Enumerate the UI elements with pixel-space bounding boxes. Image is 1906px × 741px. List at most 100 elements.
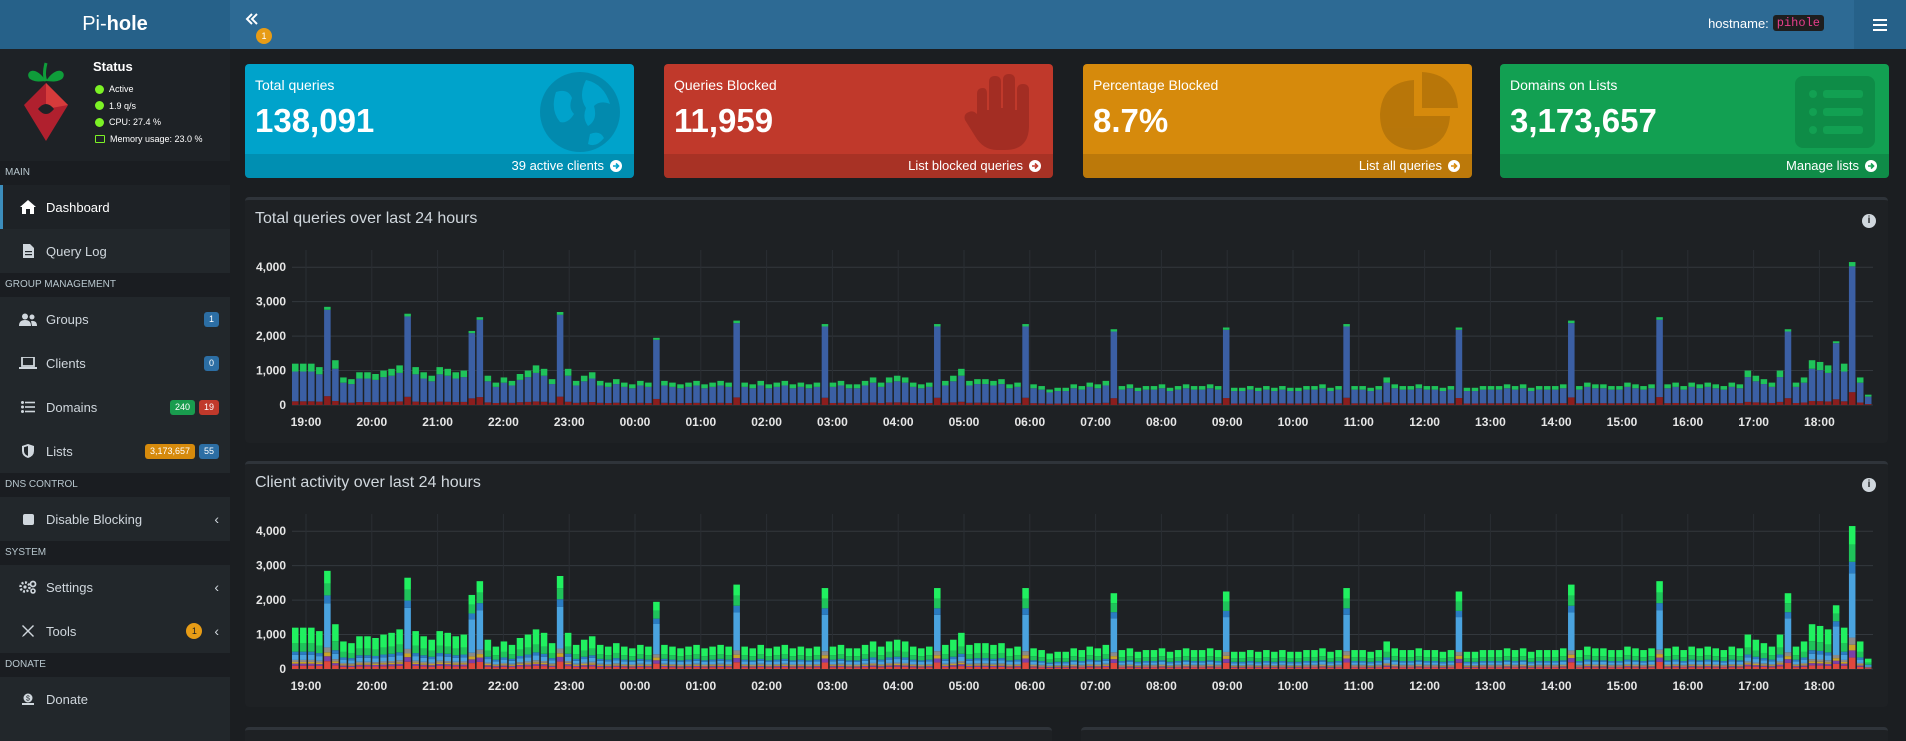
list-alt-icon bbox=[1795, 76, 1875, 148]
chart-bar-segment bbox=[1455, 617, 1463, 652]
list-all-queries-link[interactable]: List all queries bbox=[1083, 154, 1472, 178]
sidebar-item-lists[interactable]: Lists 3,173,657 55 bbox=[0, 429, 230, 473]
total-queries-footer-link[interactable]: 39 active clients bbox=[245, 154, 634, 178]
sidebar-item-disable-blocking[interactable]: Disable Blocking ‹ bbox=[0, 497, 230, 541]
chart-bar-segment bbox=[1006, 403, 1013, 405]
chart-bar-segment bbox=[998, 665, 1005, 667]
chart-bar-segment bbox=[990, 667, 997, 669]
chart-bar-segment bbox=[1736, 661, 1744, 665]
chart-bar-segment bbox=[1576, 403, 1583, 405]
chart-bar-segment bbox=[404, 589, 411, 601]
chart-bar-segment bbox=[1792, 402, 1800, 405]
chart-bar-segment bbox=[909, 665, 917, 667]
chart-bar-segment bbox=[1311, 667, 1318, 669]
chart-bar-segment bbox=[332, 360, 339, 369]
chart-bar-segment bbox=[653, 663, 660, 669]
logo[interactable]: Pi-hole bbox=[0, 0, 230, 49]
chart-bar-segment bbox=[1247, 386, 1254, 390]
status-memory-text: Memory usage: 23.0 % bbox=[110, 133, 203, 144]
sidebar-item-domains[interactable]: Domains 240 19 bbox=[0, 385, 230, 429]
chart-bar-segment bbox=[492, 665, 500, 667]
chart-bar-segment bbox=[717, 402, 724, 405]
chart-bar-segment bbox=[717, 385, 724, 403]
chart-bar-segment bbox=[1576, 667, 1583, 669]
sidebar-item-clients[interactable]: Clients 0 bbox=[0, 341, 230, 385]
chart-bar-segment bbox=[1624, 386, 1631, 403]
chart-bar-segment bbox=[805, 665, 813, 667]
manage-lists-link[interactable]: Manage lists bbox=[1500, 154, 1889, 178]
chart-bar-segment bbox=[1584, 667, 1591, 669]
chart-bar-segment bbox=[1190, 666, 1198, 668]
chart-bar-segment bbox=[364, 657, 371, 662]
chart-bar-segment bbox=[1198, 664, 1206, 666]
chart-bar-segment bbox=[476, 319, 484, 398]
chart-bar-segment bbox=[1190, 667, 1198, 669]
chart-bar-segment bbox=[1383, 382, 1390, 403]
chart-bar-segment bbox=[1648, 388, 1655, 404]
sidebar-item-query-log[interactable]: Query Log bbox=[0, 229, 230, 273]
chart-bar-segment bbox=[348, 663, 355, 665]
sidebar-item-dashboard[interactable]: Dashboard bbox=[0, 185, 230, 229]
chart-bar-segment bbox=[1848, 650, 1856, 658]
chart-bar-segment bbox=[1608, 657, 1615, 662]
chart-bar-segment bbox=[308, 663, 315, 666]
chart-bar-segment bbox=[1295, 387, 1302, 392]
list-blocked-queries-link[interactable]: List blocked queries bbox=[664, 154, 1053, 178]
chart-bar-segment bbox=[1495, 667, 1503, 669]
chart-bar-segment bbox=[380, 657, 387, 662]
chart-bar-segment bbox=[356, 664, 363, 667]
sidebar-item-tools[interactable]: Tools 1 ‹ bbox=[0, 609, 230, 653]
chart-bar-segment bbox=[484, 402, 492, 405]
chart-bar-segment bbox=[1054, 667, 1061, 669]
hamburger-menu-button[interactable] bbox=[1854, 0, 1906, 49]
svg-text:$: $ bbox=[26, 696, 30, 703]
chart-bar-segment bbox=[1664, 384, 1671, 389]
chart-bar-segment bbox=[428, 666, 435, 669]
chart-bar-segment bbox=[1006, 388, 1013, 404]
chart-bar-segment bbox=[1856, 665, 1864, 667]
chart-bar-segment bbox=[452, 657, 460, 662]
chart-bar-segment bbox=[974, 652, 981, 659]
chart-bar-segment bbox=[428, 664, 435, 666]
chart-bar-segment bbox=[829, 664, 837, 666]
sidebar-toggle-button[interactable] bbox=[245, 12, 265, 32]
sidebar-item-donate[interactable]: $ Donate bbox=[0, 677, 230, 721]
chart-bar-segment bbox=[1110, 656, 1118, 660]
chart-bar-segment bbox=[797, 659, 805, 662]
chart-bar-segment bbox=[1616, 650, 1623, 658]
chart-bar-segment bbox=[1439, 666, 1447, 668]
chart-bar-segment bbox=[1704, 664, 1711, 666]
chart-bar-segment bbox=[1303, 389, 1310, 404]
chart-bar-segment bbox=[1391, 648, 1399, 657]
chart-bar-segment bbox=[1511, 389, 1519, 404]
chart-bar-segment bbox=[645, 655, 652, 660]
chart-bar-segment bbox=[1198, 386, 1206, 390]
chart-bar-segment bbox=[1383, 641, 1390, 652]
chart-bar-segment bbox=[1551, 664, 1559, 666]
sidebar-item-groups[interactable]: Groups 1 bbox=[0, 297, 230, 341]
chart-bar-segment bbox=[1664, 648, 1671, 657]
chart-bar-segment bbox=[1680, 657, 1687, 662]
chart-bar-segment bbox=[1415, 660, 1423, 662]
chart-bar-segment bbox=[1295, 667, 1302, 669]
chart-bar-segment bbox=[1696, 664, 1703, 666]
chart-bar-segment bbox=[1335, 664, 1342, 666]
chart-bar-segment bbox=[693, 402, 700, 405]
chart-bar-segment bbox=[1206, 667, 1214, 669]
chart-bar-segment bbox=[1519, 403, 1527, 405]
info-icon[interactable]: i bbox=[1862, 214, 1876, 228]
chart-bar-segment bbox=[1022, 397, 1029, 405]
chart-bar-segment bbox=[1704, 386, 1711, 403]
chart-bar-segment bbox=[958, 646, 965, 654]
chart-bar-segment bbox=[508, 385, 516, 403]
chart-bar-segment bbox=[958, 661, 965, 663]
sidebar-item-settings[interactable]: Settings ‹ bbox=[0, 565, 230, 609]
chart-bar-segment bbox=[885, 659, 893, 663]
chart-bar-segment bbox=[348, 664, 355, 666]
info-icon[interactable]: i bbox=[1862, 478, 1876, 492]
chart-bar-segment bbox=[1736, 648, 1744, 657]
chart-bar-segment bbox=[1848, 657, 1856, 669]
chart-bar-segment bbox=[484, 375, 492, 382]
chart-bar-segment bbox=[1359, 664, 1366, 666]
chart-bar-segment bbox=[717, 663, 724, 665]
